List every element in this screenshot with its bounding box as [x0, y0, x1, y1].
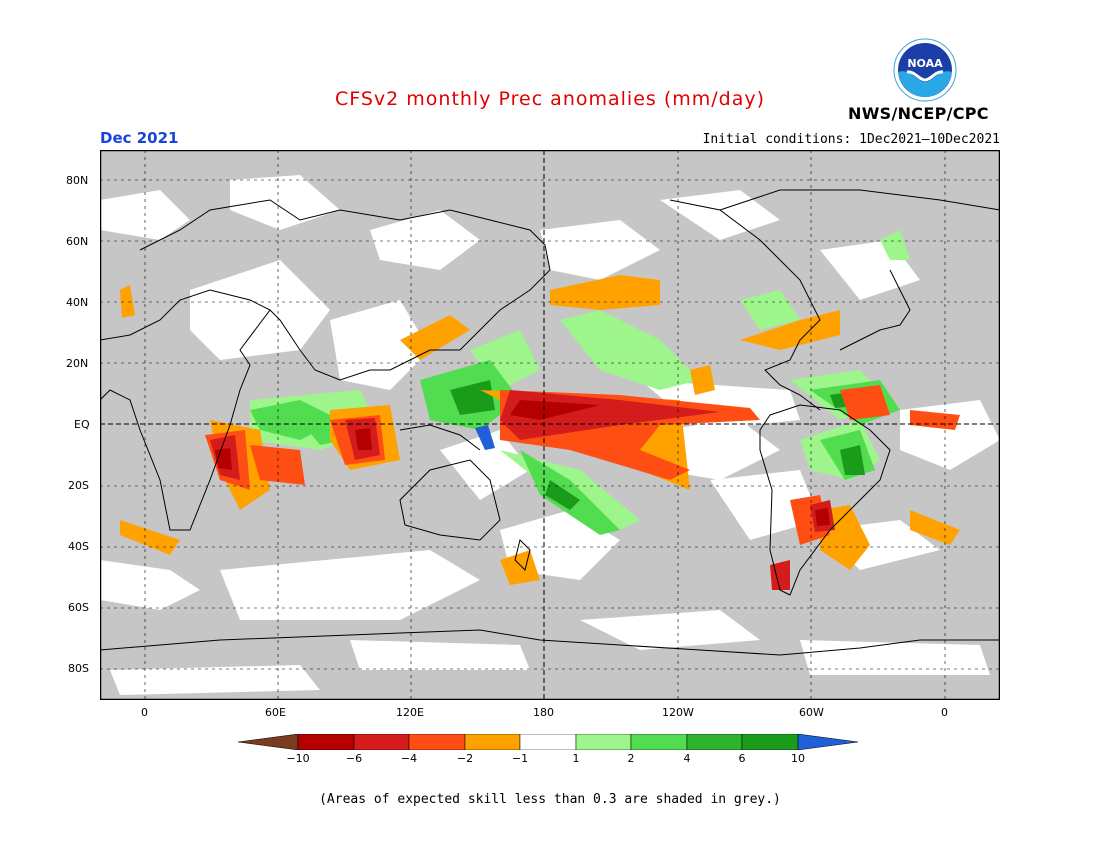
- colorbar-label-7: 2: [627, 752, 635, 765]
- y-tick-60n: 60N: [66, 235, 89, 248]
- colorbar-seg-5: [519, 734, 577, 750]
- y-tick-20s: 20S: [68, 479, 89, 492]
- gridlines: [100, 150, 1000, 700]
- y-tick-eq: EQ: [74, 418, 90, 431]
- x-tick-60e: 60E: [265, 706, 286, 719]
- colorbar-seg-2: [353, 734, 410, 750]
- colorbar-seg-8: [686, 734, 743, 750]
- colorbar-seg-9: [741, 734, 799, 750]
- colorbar-label-3: −4: [400, 752, 418, 765]
- colorbar-seg-1: [297, 734, 355, 750]
- x-tick-0-right: 0: [941, 706, 948, 719]
- noaa-logo: NOAA: [893, 38, 957, 102]
- blue-anomalies: [475, 425, 495, 450]
- colorbar-seg-0: [238, 734, 299, 750]
- agency-label: NWS/NCEP/CPC: [848, 104, 989, 123]
- colorbar: [238, 734, 859, 750]
- colorbar-label-5: −1: [511, 752, 529, 765]
- colorbar-seg-6: [575, 734, 632, 750]
- colorbar-seg-10: [797, 734, 859, 750]
- y-tick-40n: 40N: [66, 296, 89, 309]
- colorbar-label-4: −2: [456, 752, 474, 765]
- neutral-areas: [100, 175, 1000, 695]
- map-frame: [100, 150, 1000, 700]
- x-tick-120e: 120E: [396, 706, 424, 719]
- skill-footnote: (Areas of expected skill less than 0.3 a…: [319, 792, 781, 807]
- map-title: CFSv2 monthly Prec anomalies (mm/day): [334, 88, 766, 110]
- colorbar-seg-3: [408, 734, 466, 750]
- colorbar-seg-7: [630, 734, 688, 750]
- x-tick-0: 0: [141, 706, 148, 719]
- y-tick-80s: 80S: [68, 662, 89, 675]
- y-tick-80n: 80N: [66, 174, 89, 187]
- colorbar-label-1: −10: [286, 752, 310, 765]
- coastlines: [100, 189, 1000, 656]
- colorbar-label-8: 4: [683, 752, 691, 765]
- colorbar-label-9: 6: [738, 752, 746, 765]
- initial-conditions: Initial conditions: 1Dec2021—10Dec2021: [702, 132, 1000, 147]
- forecast-month: Dec 2021: [100, 129, 179, 147]
- anomaly-map: [100, 150, 1000, 700]
- colorbar-label-2: −6: [345, 752, 363, 765]
- main-gridlines: [100, 150, 1000, 700]
- colorbar-seg-4: [464, 734, 521, 750]
- y-tick-40s: 40S: [68, 540, 89, 553]
- logo-text: NOAA: [907, 57, 943, 70]
- y-tick-60s: 60S: [68, 601, 89, 614]
- x-tick-120w: 120W: [662, 706, 694, 719]
- y-tick-20n: 20N: [66, 357, 89, 370]
- colorbar-label-6: 1: [572, 752, 580, 765]
- x-tick-180: 180: [533, 706, 554, 719]
- x-tick-60w: 60W: [799, 706, 824, 719]
- colorbar-label-10: 10: [791, 752, 805, 765]
